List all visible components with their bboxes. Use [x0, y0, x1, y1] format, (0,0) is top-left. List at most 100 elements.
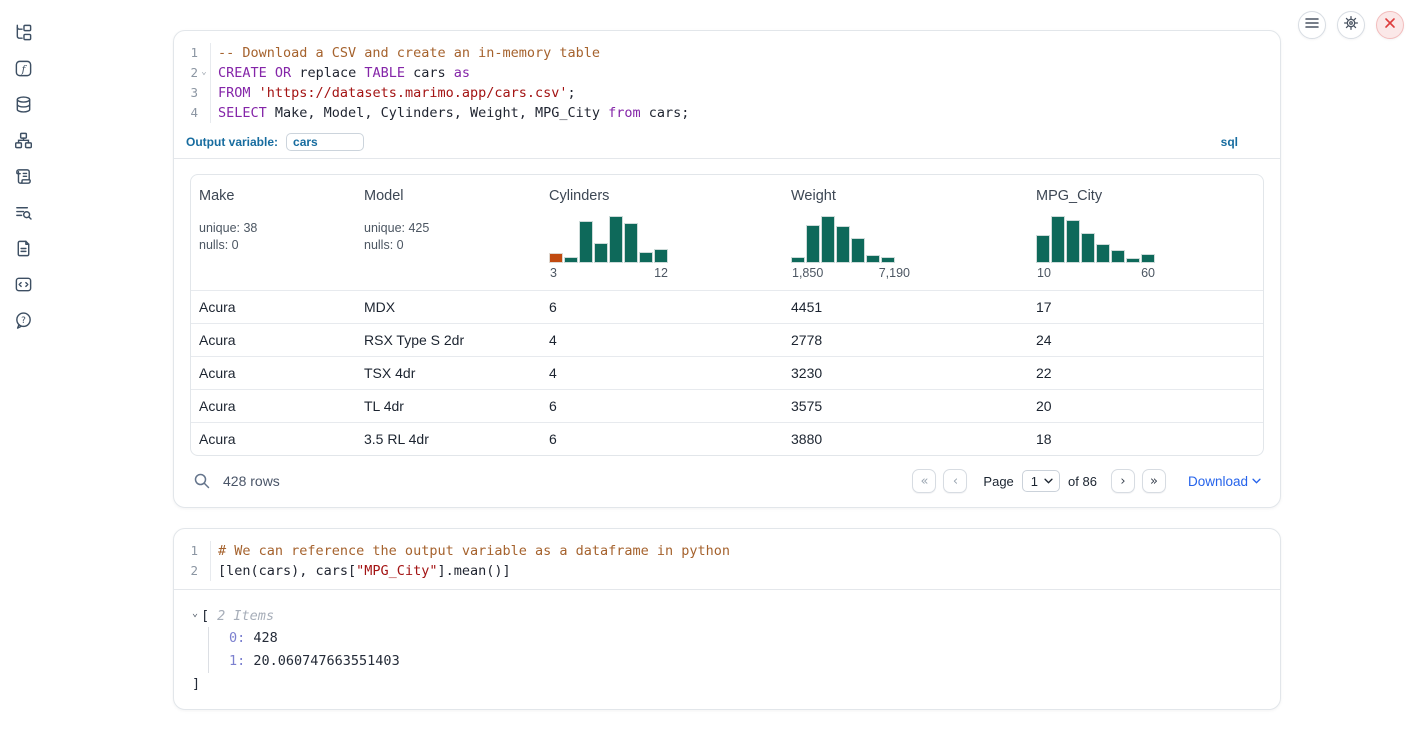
- settings-button[interactable]: [1337, 11, 1365, 39]
- tree-item: 0: 428: [229, 627, 1280, 650]
- settings-gear-icon: [1343, 15, 1359, 36]
- table-row[interactable]: Acura MDX 6 4451 17: [191, 290, 1263, 323]
- column-header-cylinders[interactable]: Cylinders 3 12: [541, 175, 783, 290]
- dependency-graph-icon[interactable]: [14, 131, 33, 150]
- tree-item: 1: 20.060747663551403: [229, 650, 1280, 673]
- output-variable-input[interactable]: [286, 133, 365, 151]
- code-token: [len(cars), cars[: [218, 563, 357, 579]
- histogram-bars: [791, 215, 911, 263]
- table-cell: 17: [1036, 299, 1052, 315]
- chevron-down-icon: [1044, 478, 1053, 484]
- table-cell: Acura: [199, 431, 236, 447]
- menu-button[interactable]: [1298, 11, 1326, 39]
- logs-search-icon[interactable]: [14, 203, 33, 222]
- code-token: 'https://datasets.marimo.app/cars.csv': [258, 85, 568, 101]
- table-row[interactable]: Acura TL 4dr 6 3575 20: [191, 389, 1263, 422]
- code-line[interactable]: 3 FROM 'https://datasets.marimo.app/cars.…: [174, 83, 1280, 103]
- table-cell: 4451: [791, 299, 823, 315]
- histogram-bar[interactable]: [1141, 253, 1155, 263]
- histogram-bar[interactable]: [1096, 243, 1110, 263]
- code-line[interactable]: 2 [len(cars), cars["MPG_City"].mean()]: [174, 561, 1280, 581]
- histogram-bar[interactable]: [791, 256, 805, 263]
- fold-chevron-icon[interactable]: ⌄: [201, 67, 207, 77]
- prev-page-icon: ‹: [952, 473, 959, 489]
- table-cell: 3575: [791, 398, 823, 414]
- tree-open-bracket: [: [201, 608, 210, 624]
- histogram-bar[interactable]: [594, 242, 608, 263]
- code-text: CREATE OR replace TABLE cars as: [210, 63, 1280, 83]
- histogram-bar[interactable]: [1081, 232, 1095, 263]
- shutdown-close-icon: [1384, 16, 1396, 34]
- code-token: CREATE: [218, 65, 267, 81]
- page-select-value: 1: [1030, 473, 1039, 489]
- database-icon[interactable]: [14, 95, 33, 114]
- histogram-bar[interactable]: [881, 256, 895, 263]
- document-icon[interactable]: [14, 239, 33, 258]
- code-line[interactable]: 4 SELECT Make, Model, Cylinders, Weight, …: [174, 103, 1280, 123]
- histogram-bar[interactable]: [654, 249, 668, 263]
- table-row[interactable]: Acura 3.5 RL 4dr 6 3880 18: [191, 422, 1263, 455]
- scroll-icon[interactable]: [14, 167, 33, 186]
- first-page-button[interactable]: «: [912, 469, 937, 493]
- tree-items-count: 2 Items: [217, 608, 275, 624]
- histogram-bar[interactable]: [609, 215, 623, 263]
- histogram-bar[interactable]: [806, 225, 820, 263]
- code-line[interactable]: 1 # We can reference the output variable …: [174, 541, 1280, 561]
- column-header-make[interactable]: Make unique: 38 nulls: 0: [191, 175, 356, 290]
- line-number: 1: [190, 45, 198, 60]
- fold-spacer: [198, 82, 210, 102]
- table-row[interactable]: Acura RSX Type S 2dr 4 2778 24: [191, 323, 1263, 356]
- histogram-bar[interactable]: [564, 256, 578, 263]
- column-header-mpg_city[interactable]: MPG_City 10 60: [1028, 175, 1263, 290]
- histogram-bar[interactable]: [1066, 219, 1080, 263]
- stat-line: unique: 425: [364, 221, 430, 235]
- histogram-bar[interactable]: [836, 226, 850, 263]
- table-row[interactable]: Acura TSX 4dr 4 3230 22: [191, 356, 1263, 389]
- histogram-bar[interactable]: [821, 215, 835, 263]
- collapse-chevron-icon[interactable]: ⌄: [192, 608, 199, 619]
- table-cell: Acura: [199, 365, 236, 381]
- histogram-bar[interactable]: [1051, 215, 1065, 263]
- shutdown-button[interactable]: [1376, 11, 1404, 39]
- function-icon[interactable]: f: [14, 59, 33, 78]
- sql-cell-output: Make unique: 38 nulls: 0 Model unique: 425 nu…: [174, 159, 1280, 507]
- histogram-bar[interactable]: [851, 238, 865, 263]
- code-token: -- Download a CSV and create an in-memor…: [218, 45, 601, 61]
- file-tree-icon[interactable]: [14, 23, 33, 42]
- next-page-button[interactable]: ›: [1110, 469, 1135, 493]
- histogram-bar[interactable]: [1126, 258, 1140, 263]
- histogram-bar[interactable]: [624, 223, 638, 263]
- code-token: replace: [291, 65, 365, 81]
- search-icon[interactable]: [193, 472, 211, 490]
- stat-line: nulls: 0: [199, 238, 239, 252]
- code-line[interactable]: 2 ⌄ CREATE OR replace TABLE cars as: [174, 63, 1280, 83]
- page-of-label: of 86: [1068, 473, 1097, 489]
- table-cell: 3.5 RL 4dr: [364, 431, 429, 447]
- column-header-weight[interactable]: Weight 1,850 7,190: [783, 175, 1028, 290]
- column-header-model[interactable]: Model unique: 425 nulls: 0: [356, 175, 541, 290]
- language-badge[interactable]: sql: [1220, 135, 1238, 149]
- last-page-icon: »: [1149, 473, 1158, 489]
- python-code-editor[interactable]: 1 # We can reference the output variable …: [174, 529, 1280, 589]
- sql-code-editor[interactable]: 1 -- Download a CSV and create an in-memo…: [174, 31, 1280, 131]
- code-line[interactable]: 1 -- Download a CSV and create an in-memo…: [174, 43, 1280, 63]
- histogram-bar[interactable]: [579, 220, 593, 263]
- axis-min-label: 10: [1037, 266, 1051, 280]
- page-select[interactable]: 1: [1021, 470, 1061, 492]
- tree-close-bracket: ]: [192, 676, 201, 692]
- download-button[interactable]: Download: [1188, 474, 1261, 489]
- last-page-button[interactable]: »: [1141, 469, 1166, 493]
- histogram-bar[interactable]: [549, 252, 563, 263]
- histogram-bar[interactable]: [1111, 250, 1125, 263]
- tree-item-key: 0:: [229, 630, 246, 646]
- histogram-bar[interactable]: [639, 251, 653, 263]
- histogram-bar[interactable]: [1036, 235, 1050, 263]
- snippets-icon[interactable]: [14, 275, 33, 294]
- help-icon[interactable]: ?: [14, 311, 33, 330]
- histogram-bar[interactable]: [866, 254, 880, 263]
- code-token: OR: [274, 65, 292, 81]
- svg-text:?: ?: [21, 316, 26, 326]
- prev-page-button[interactable]: ‹: [943, 469, 968, 493]
- table-cell: 18: [1036, 431, 1052, 447]
- code-token: cars;: [640, 105, 690, 121]
